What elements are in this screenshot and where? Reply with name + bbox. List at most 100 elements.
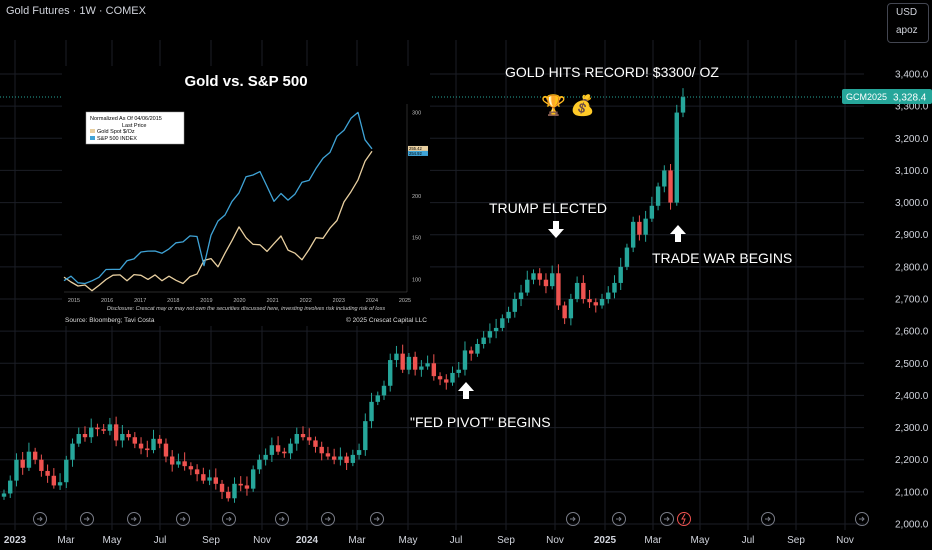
candle-body xyxy=(64,459,69,483)
legend-spx-swatch xyxy=(90,136,95,140)
x-tick-label: 2023 xyxy=(4,535,27,546)
price-tag-symbol: GCM2025 xyxy=(846,92,887,102)
candle-body xyxy=(518,292,524,299)
candle-body xyxy=(8,480,13,494)
candle-body xyxy=(263,454,268,460)
candle-body xyxy=(107,424,113,431)
inset-x-tick: 2022 xyxy=(300,298,312,304)
inset-x-tick: 2021 xyxy=(266,298,278,304)
x-tick-label: Nov xyxy=(253,535,271,546)
arrow-icon xyxy=(226,516,232,522)
currency-code: USD xyxy=(896,7,918,18)
price-tag xyxy=(842,89,932,105)
x-tick-label: 2024 xyxy=(296,535,319,546)
price-axis: 2,000.0 2,100.0 2,200.0 2,300.0 2,400.0 2,500… xyxy=(895,70,929,531)
up-arrow-icon xyxy=(670,225,686,243)
candle-body xyxy=(269,445,275,455)
candle-body xyxy=(70,443,75,460)
candle-body xyxy=(388,360,393,386)
legend-gold-swatch xyxy=(90,129,95,133)
up-arrow-icon xyxy=(458,382,474,400)
legend-spx-label: S&P 500 INDEX xyxy=(97,136,137,142)
gold-series-line xyxy=(63,150,373,292)
y-tick-label: 2,400.0 xyxy=(895,391,929,402)
candle-body xyxy=(57,482,63,486)
inset-x-tick: 2019 xyxy=(200,298,212,304)
candle-body xyxy=(45,470,50,476)
spx-series-line xyxy=(63,111,373,285)
candle-body xyxy=(612,282,617,293)
candle-body xyxy=(668,170,673,203)
candle-body xyxy=(95,427,100,430)
event-marker-icon xyxy=(176,512,190,526)
candle-body xyxy=(26,451,32,468)
inset-last-value: 254.92 xyxy=(409,151,422,156)
candle-body xyxy=(493,327,499,332)
x-tick-label: 2025 xyxy=(594,535,617,546)
inset-x-tick: 2025 xyxy=(399,298,411,304)
y-tick-label: 2,200.0 xyxy=(895,455,929,466)
currency-selector[interactable]: USD apoz xyxy=(887,3,929,43)
arrow-icon xyxy=(664,516,670,522)
candle-body xyxy=(643,218,648,235)
candle-body xyxy=(394,353,399,361)
candle-body xyxy=(375,395,380,402)
inset-last-value-tag xyxy=(408,150,428,156)
candle-body xyxy=(307,437,312,441)
candle-body xyxy=(363,421,368,451)
candle-body xyxy=(587,299,592,303)
candle-body xyxy=(444,379,449,383)
legend-gold-label: Gold Spot $/Oz xyxy=(97,129,135,135)
candle-body xyxy=(556,273,561,306)
inset-last-value-tag xyxy=(408,145,428,151)
flash-event-icon xyxy=(677,512,691,526)
x-tick-label: Sep xyxy=(497,535,515,546)
inset-y-tick: 150 xyxy=(412,236,421,242)
moneybag-icon: 💰 xyxy=(570,95,595,117)
x-tick-label: Sep xyxy=(202,535,220,546)
candle-body xyxy=(275,445,281,452)
candle-body xyxy=(500,318,505,328)
x-tick-label: May xyxy=(103,535,122,546)
trophy-icon: 🏆 xyxy=(541,95,566,117)
candle-body xyxy=(475,344,480,354)
candle-body xyxy=(568,299,574,319)
event-marker-icon xyxy=(222,512,236,526)
candle-body xyxy=(369,401,374,422)
candle-body xyxy=(637,221,642,235)
fed-annotation: "FED PIVOT" BEGINS xyxy=(410,414,551,430)
arrow-icon xyxy=(765,516,771,522)
candle-body xyxy=(138,443,144,449)
event-marker-icon xyxy=(660,512,674,526)
candle-body xyxy=(157,438,162,444)
inset-axes: 1001502002503002015201620172018201920202… xyxy=(64,104,421,304)
candle-body xyxy=(325,453,331,457)
x-tick-label: May xyxy=(399,535,418,546)
candle-body xyxy=(344,456,349,463)
inset-x-tick: 2016 xyxy=(101,298,113,304)
x-tick-label: Sep xyxy=(787,535,805,546)
candle-body xyxy=(282,451,287,454)
candle-body xyxy=(581,282,586,299)
inset-y-tick: 200 xyxy=(412,194,421,200)
arrow-icon xyxy=(279,516,285,522)
y-tick-label: 2,500.0 xyxy=(895,359,929,370)
trade-war-annotation: TRADE WAR BEGINS xyxy=(652,250,793,266)
candle-body xyxy=(232,483,237,499)
candle-body xyxy=(288,443,293,454)
candle-body xyxy=(1,493,7,497)
candle-body xyxy=(593,302,598,306)
candle-body xyxy=(126,434,131,438)
event-marker-icon xyxy=(566,512,580,526)
y-tick-label: 3,100.0 xyxy=(895,166,929,177)
candle-body xyxy=(549,273,555,287)
inset-x-tick: 2015 xyxy=(68,298,80,304)
candle-body xyxy=(207,477,212,481)
y-tick-label: 3,000.0 xyxy=(895,198,929,209)
candle-body xyxy=(300,434,306,438)
candle-body xyxy=(101,429,106,431)
event-marker-icon xyxy=(855,512,869,526)
y-tick-label: 2,600.0 xyxy=(895,327,929,338)
event-marker-icon xyxy=(612,512,626,526)
